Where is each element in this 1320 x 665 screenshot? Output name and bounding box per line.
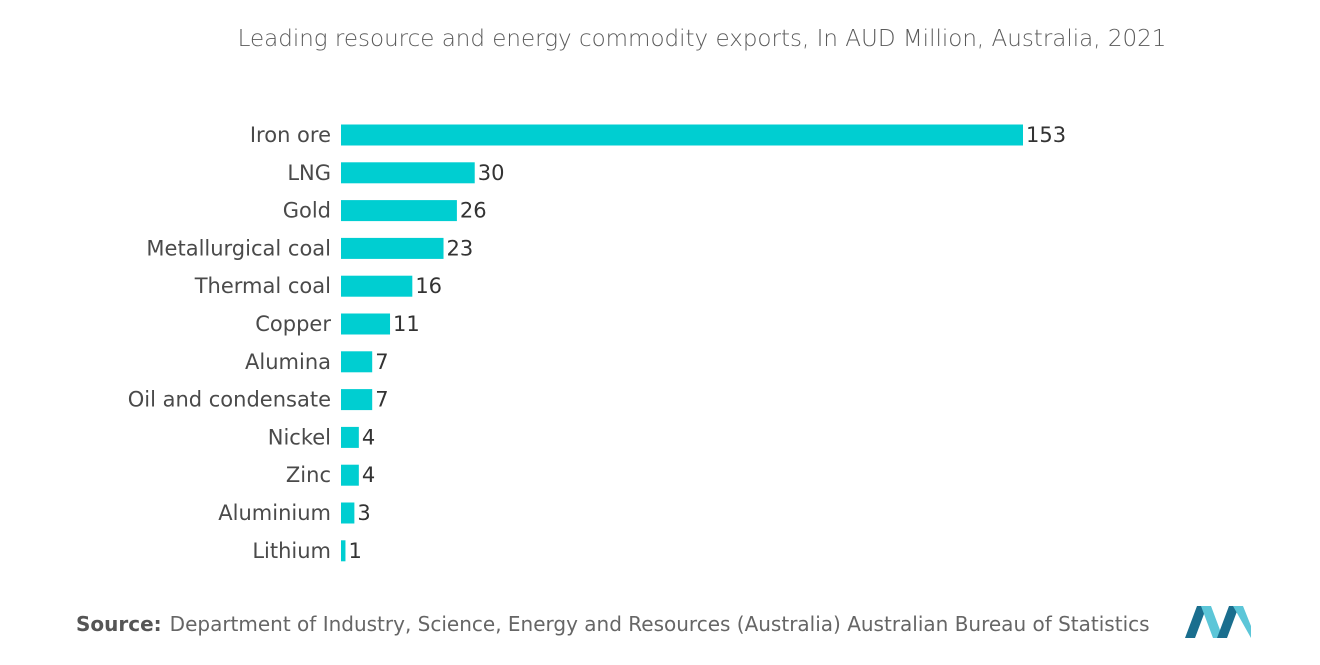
value-label: 26	[460, 199, 487, 223]
category-label: Aluminium	[218, 501, 331, 525]
category-label: Nickel	[268, 425, 331, 449]
bar	[341, 200, 457, 222]
value-label: 3	[357, 501, 370, 525]
value-label: 1	[348, 539, 361, 563]
bar	[341, 540, 346, 562]
source-text: Department of Industry, Science, Energy …	[169, 612, 1150, 636]
category-label: LNG	[287, 161, 331, 185]
source-prefix: Source:	[76, 612, 162, 636]
bar	[341, 389, 373, 411]
category-label: Oil and condensate	[128, 388, 331, 412]
category-label: Copper	[255, 312, 331, 336]
bar	[341, 313, 391, 335]
value-label: 7	[375, 388, 388, 412]
value-label: 4	[362, 425, 375, 449]
value-label: 153	[1026, 123, 1066, 147]
value-label: 16	[415, 274, 442, 298]
bar	[341, 275, 413, 297]
source-note: Source: Department of Industry, Science, …	[76, 612, 1150, 636]
value-label: 23	[447, 236, 474, 260]
logo-graphic	[1185, 606, 1251, 638]
category-label: Thermal coal	[194, 274, 331, 298]
bar	[341, 464, 359, 486]
bar	[341, 237, 444, 259]
category-label: Gold	[283, 199, 331, 223]
category-label: Alumina	[245, 350, 331, 374]
bar	[341, 162, 475, 184]
category-label: Metallurgical coal	[146, 236, 331, 260]
bar	[341, 426, 359, 448]
value-label: 11	[393, 312, 420, 336]
bar	[341, 502, 355, 524]
bar	[341, 124, 1023, 146]
value-label: 30	[478, 161, 505, 185]
bar	[341, 351, 373, 373]
mordor-intelligence-logo-icon	[1183, 602, 1253, 638]
category-label: Iron ore	[250, 123, 331, 147]
category-label: Zinc	[286, 463, 331, 487]
value-label: 4	[362, 463, 375, 487]
bar-chart: Iron ore 153 LNG 30 Gold 26 Metallurgical coal…	[128, 123, 1066, 563]
chart-title: Leading resource and energy commodity ex…	[237, 26, 1167, 52]
value-label: 7	[375, 350, 388, 374]
category-label: Lithium	[252, 539, 331, 563]
